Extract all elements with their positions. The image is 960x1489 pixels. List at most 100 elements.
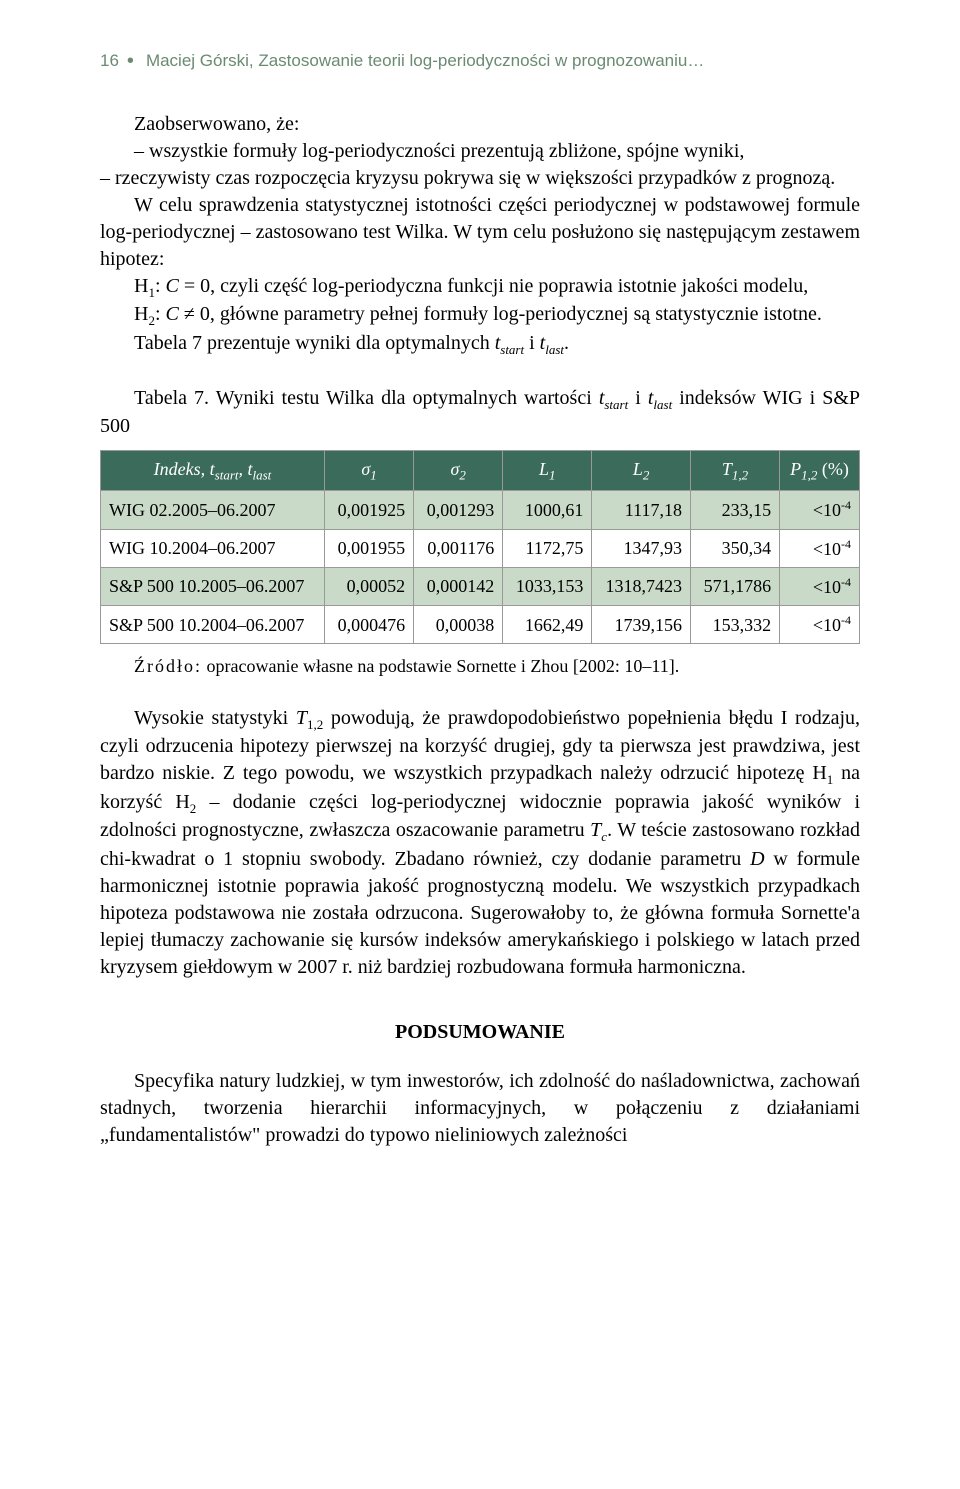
- h1-after: = 0, czyli część log-periodyczna funkcji…: [179, 275, 808, 297]
- cell: 1172,75: [503, 529, 592, 567]
- c6exp: -4: [841, 613, 851, 627]
- para-table-ref: Tabela 7 prezentuje wyniki dla optymalny…: [100, 330, 860, 359]
- th6s: 1,2: [801, 468, 817, 483]
- h2-after: ≠ 0, główne parametry pełnej formuły log…: [179, 303, 822, 325]
- table-row: S&P 500 10.2004–06.2007 0,000476 0,00038…: [101, 606, 860, 644]
- h1-pre: H: [134, 275, 148, 297]
- h2-pre: H: [134, 303, 148, 325]
- p3-s1: start: [500, 342, 524, 357]
- cell: S&P 500 10.2004–06.2007: [101, 606, 325, 644]
- cell: 0,001176: [414, 529, 503, 567]
- th1: σ: [361, 459, 370, 479]
- th-L1: L1: [503, 451, 592, 491]
- cap-and: i: [628, 387, 648, 409]
- h1-mid: :: [155, 275, 166, 297]
- th3s: 1: [549, 468, 556, 483]
- th5: T: [722, 459, 732, 479]
- th0-s2: last: [253, 468, 272, 483]
- th-L2: L2: [592, 451, 691, 491]
- cap-pre: Tabela 7. Wyniki testu Wilka dla optymal…: [134, 387, 599, 409]
- c6exp: -4: [841, 498, 851, 512]
- cell: 1739,156: [592, 606, 691, 644]
- cap-s1: start: [604, 397, 628, 412]
- source-text: opracowanie własne na podstawie Sornette…: [202, 656, 679, 676]
- c6pre: <10: [813, 615, 841, 635]
- hypothesis-1: H1: C = 0, czyli część log-periodyczna f…: [100, 273, 860, 302]
- para-discussion: Wysokie statystyki T1,2 powodują, że pra…: [100, 705, 860, 981]
- d-a: Wysokie statystyki: [134, 707, 296, 729]
- p3-and: i: [524, 332, 540, 354]
- th4: L: [633, 459, 643, 479]
- th-sigma2: σ2: [414, 451, 503, 491]
- table-caption: Tabela 7. Wyniki testu Wilka dla optymal…: [100, 385, 860, 441]
- d-D: D: [750, 848, 764, 870]
- cell: 1347,93: [592, 529, 691, 567]
- cell: 0,00052: [324, 567, 413, 605]
- c6pre: <10: [813, 500, 841, 520]
- c6pre: <10: [813, 539, 841, 559]
- bullet-2: – rzeczywisty czas rozpoczęcia kryzysu p…: [100, 165, 860, 192]
- cell: 1318,7423: [592, 567, 691, 605]
- hypothesis-2: H2: C ≠ 0, główne parametry pełnej formu…: [100, 301, 860, 330]
- th6suf: (%): [817, 459, 848, 479]
- cell: 1662,49: [503, 606, 592, 644]
- cell: <10-4: [780, 567, 860, 605]
- cell: WIG 02.2005–06.2007: [101, 491, 325, 529]
- section-heading: PODSUMOWANIE: [100, 1019, 860, 1046]
- cell: 0,000142: [414, 567, 503, 605]
- th0-a: Indeks,: [154, 459, 210, 479]
- p3-end: .: [564, 332, 569, 354]
- cell: 1000,61: [503, 491, 592, 529]
- cell: 0,001925: [324, 491, 413, 529]
- th-sigma1: σ1: [324, 451, 413, 491]
- h2-C: C: [166, 303, 179, 325]
- running-head: 16 • Maciej Górski, Zastosowanie teorii …: [100, 50, 860, 73]
- th4s: 2: [643, 468, 650, 483]
- cell: S&P 500 10.2005–06.2007: [101, 567, 325, 605]
- th5s: 1,2: [732, 468, 748, 483]
- table-row: WIG 10.2004–06.2007 0,001955 0,001176 11…: [101, 529, 860, 567]
- cell: WIG 10.2004–06.2007: [101, 529, 325, 567]
- table-source: Źródło: opracowanie własne na podstawie …: [100, 654, 860, 678]
- cell: <10-4: [780, 606, 860, 644]
- page-number: 16: [100, 50, 119, 73]
- h2-mid: :: [155, 303, 166, 325]
- cell: 571,1786: [690, 567, 779, 605]
- c6exp: -4: [841, 575, 851, 589]
- cell: <10-4: [780, 491, 860, 529]
- bullet-1: – wszystkie formuły log-periodyczności p…: [100, 138, 860, 165]
- para-intro: Zaobserwowano, że:: [100, 111, 860, 138]
- cell: 0,001293: [414, 491, 503, 529]
- c6pre: <10: [813, 577, 841, 597]
- cell: 1033,153: [503, 567, 592, 605]
- para-summary: Specyfika natury ludzkiej, w tym inwesto…: [100, 1068, 860, 1149]
- p3-pre: Tabela 7 prezentuje wyniki dla optymalny…: [134, 332, 495, 354]
- para-wilk: W celu sprawdzenia statystycznej istotno…: [100, 192, 860, 273]
- d-Tc: T: [590, 819, 601, 841]
- p3-s2: last: [545, 342, 564, 357]
- table-wilk: Indeks, tstart, tlast σ1 σ2 L1 L2 T1,2 P…: [100, 450, 860, 644]
- cap-s2: last: [653, 397, 672, 412]
- th0-s1: start: [215, 468, 239, 483]
- th2s: 2: [459, 468, 466, 483]
- th3: L: [539, 459, 549, 479]
- bullet-icon: •: [127, 51, 134, 71]
- cell: 233,15: [690, 491, 779, 529]
- table-row: S&P 500 10.2005–06.2007 0,00052 0,000142…: [101, 567, 860, 605]
- cell: 0,00038: [414, 606, 503, 644]
- th-T12: T1,2: [690, 451, 779, 491]
- d-T: T: [296, 707, 307, 729]
- source-label: Źródło:: [134, 656, 202, 676]
- table-header-row: Indeks, tstart, tlast σ1 σ2 L1 L2 T1,2 P…: [101, 451, 860, 491]
- cell: 153,332: [690, 606, 779, 644]
- th-index: Indeks, tstart, tlast: [101, 451, 325, 491]
- th0-sep: ,: [239, 459, 248, 479]
- th-P12: P1,2 (%): [780, 451, 860, 491]
- cell: 0,001955: [324, 529, 413, 567]
- table-row: WIG 02.2005–06.2007 0,001925 0,001293 10…: [101, 491, 860, 529]
- d-Tsub: 1,2: [307, 717, 323, 732]
- c6exp: -4: [841, 537, 851, 551]
- th6: P: [790, 459, 801, 479]
- cell: 0,000476: [324, 606, 413, 644]
- th1s: 1: [370, 468, 377, 483]
